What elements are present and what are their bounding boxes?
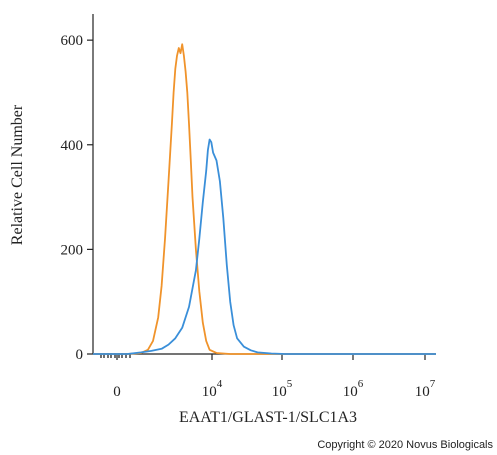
y-ticks: 0 200 400 600 — [61, 33, 93, 363]
series-layer — [93, 43, 436, 355]
copyright-notice: Copyright © 2020 Novus Biologicals — [317, 439, 493, 451]
x-tick-label: 105 — [272, 378, 293, 400]
histogram-series-2-line — [93, 138, 436, 355]
y-tick-label: 400 — [61, 138, 84, 154]
x-tick-label: 106 — [343, 378, 364, 400]
y-tick-label: 200 — [61, 242, 84, 258]
y-tick-label: 600 — [61, 33, 84, 49]
x-ticks: 0 104 105 106 107 — [100, 353, 436, 400]
x-tick-label: 104 — [202, 378, 223, 400]
y-axis-label: Relative Cell Number — [9, 104, 26, 245]
x-tick-label: 107 — [415, 378, 436, 400]
histogram-series-1-line — [93, 43, 436, 355]
y-tick-label: 0 — [76, 347, 84, 363]
x-tick-label: 0 — [113, 384, 121, 400]
x-axis-label: EAAT1/GLAST-1/SLC1A3 — [179, 409, 357, 426]
